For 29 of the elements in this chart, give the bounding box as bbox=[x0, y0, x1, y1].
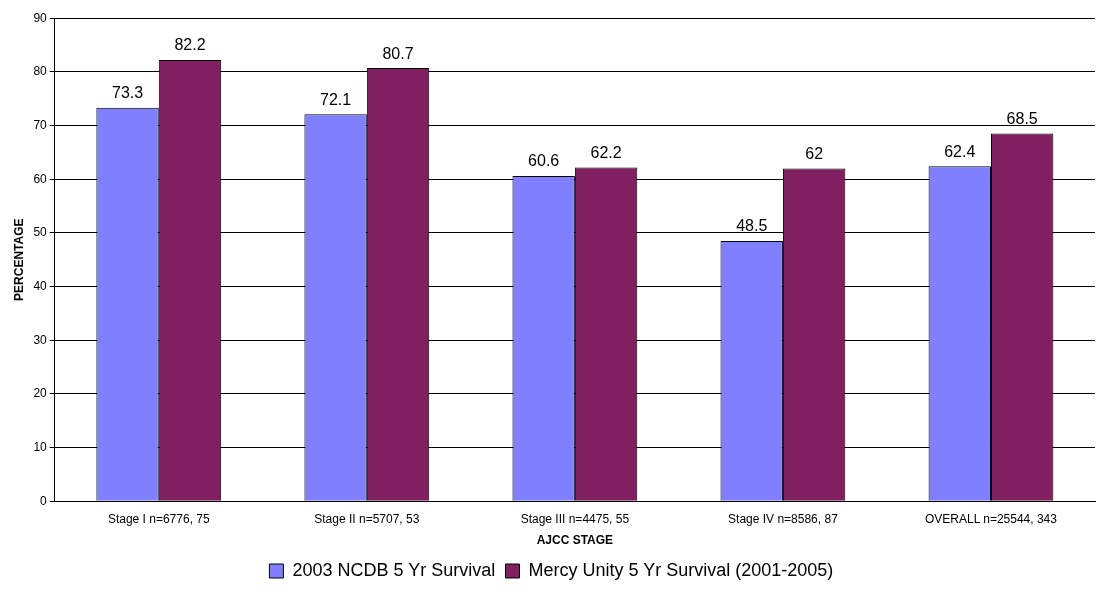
y-axis-title: PERCENTAGE bbox=[11, 218, 26, 301]
data-label: 48.5 bbox=[736, 217, 768, 235]
data-label: 62.2 bbox=[590, 143, 622, 161]
y-tick-label: 70 bbox=[33, 117, 48, 132]
data-label: 72.1 bbox=[320, 90, 352, 108]
y-tick-label: 50 bbox=[33, 225, 48, 240]
y-tick-label: 40 bbox=[33, 278, 48, 293]
x-tick-label: Stage I n=6776, 75 bbox=[107, 511, 210, 526]
x-tick-label: OVERALL n=25544, 343 bbox=[924, 511, 1058, 526]
data-label: 62.4 bbox=[944, 142, 976, 160]
x-tick-label: Stage III n=4475, 55 bbox=[520, 511, 630, 526]
x-tick-label: Stage IV n=8586, 87 bbox=[728, 511, 839, 526]
y-tick-label: 90 bbox=[33, 10, 48, 25]
y-tick-label: 80 bbox=[33, 64, 48, 79]
data-label: 80.7 bbox=[382, 44, 414, 62]
data-label: 73.3 bbox=[112, 84, 144, 102]
legend-label: 2003 NCDB 5 Yr Survival bbox=[292, 559, 496, 580]
y-tick-label: 20 bbox=[33, 386, 48, 401]
x-axis-title: AJCC STAGE bbox=[536, 533, 614, 548]
data-label: 62 bbox=[805, 144, 824, 162]
data-label: 60.6 bbox=[528, 152, 560, 170]
y-tick-label: 60 bbox=[33, 171, 48, 186]
legend-label: Mercy Unity 5 Yr Survival (2001-2005) bbox=[528, 559, 834, 580]
data-label: 68.5 bbox=[1006, 109, 1038, 127]
data-label: 82.2 bbox=[174, 36, 206, 54]
y-tick-label: 10 bbox=[33, 439, 48, 454]
x-tick-label: Stage II n=5707, 53 bbox=[314, 511, 420, 526]
y-tick-label: 0 bbox=[40, 493, 48, 508]
y-tick-label: 30 bbox=[33, 332, 48, 347]
